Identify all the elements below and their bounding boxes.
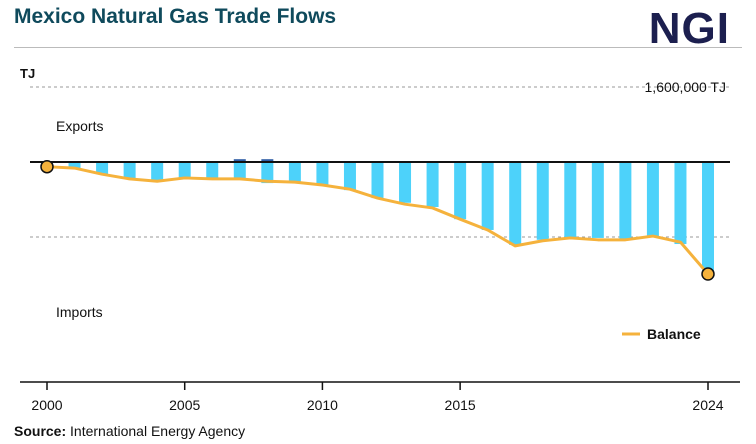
y-unit-label: TJ: [20, 66, 35, 81]
import-bar-2004: [151, 162, 164, 182]
source-text: International Energy Agency: [70, 423, 246, 439]
chart-title: Mexico Natural Gas Trade Flows: [14, 5, 337, 28]
ngi-logo: NGI: [648, 4, 730, 53]
import-bar-2002: [96, 162, 109, 175]
import-bar-2001: [68, 162, 81, 169]
legend: Balance: [622, 326, 701, 342]
import-bar-2017: [509, 162, 522, 245]
x-tick-label-2000: 2000: [31, 397, 62, 413]
import-bar-2008: [261, 162, 274, 184]
import-bar-2024: [702, 162, 714, 275]
balance-line: [46, 165, 710, 276]
export-bar-2008: [261, 159, 274, 162]
balance-endpoint-2024: [701, 267, 715, 281]
import-bar-2005: [178, 162, 191, 178]
import-bar-2021: [619, 162, 632, 240]
source-label: Source:: [14, 423, 67, 439]
import-bar-2013: [399, 162, 412, 203]
exports-label: Exports: [56, 118, 103, 134]
import-bar-2019: [564, 162, 577, 237]
import-bar-2009: [288, 162, 301, 184]
import-bar-2018: [536, 162, 549, 240]
title-divider: [14, 47, 742, 48]
x-tick-label-2005: 2005: [169, 397, 200, 413]
x-tick-label-2024: 2024: [692, 397, 723, 413]
import-bar-2010: [316, 162, 329, 185]
import-bar-2003: [123, 162, 136, 179]
x-tick-label-2015: 2015: [445, 397, 476, 413]
import-bar-2023: [674, 162, 687, 245]
import-bar-2006: [206, 162, 219, 179]
import-bar-2015: [454, 162, 467, 220]
import-bar-2012: [371, 162, 384, 199]
legend-balance-label: Balance: [647, 326, 701, 342]
reference-line-label: 1,600,000 TJ: [645, 79, 726, 95]
source-note: Source: International Energy Agency: [14, 423, 245, 439]
export-bar-2007: [233, 159, 246, 162]
import-bar-2022: [646, 162, 659, 237]
import-bar-2007: [233, 162, 246, 180]
x-tick-label-2010: 2010: [307, 397, 338, 413]
balance-endpoint-2000: [40, 159, 54, 174]
import-bar-2014: [426, 162, 439, 207]
imports-label: Imports: [56, 304, 103, 320]
import-bar-2016: [481, 162, 494, 230]
import-bar-2011: [343, 162, 356, 191]
import-bar-2020: [591, 162, 604, 238]
